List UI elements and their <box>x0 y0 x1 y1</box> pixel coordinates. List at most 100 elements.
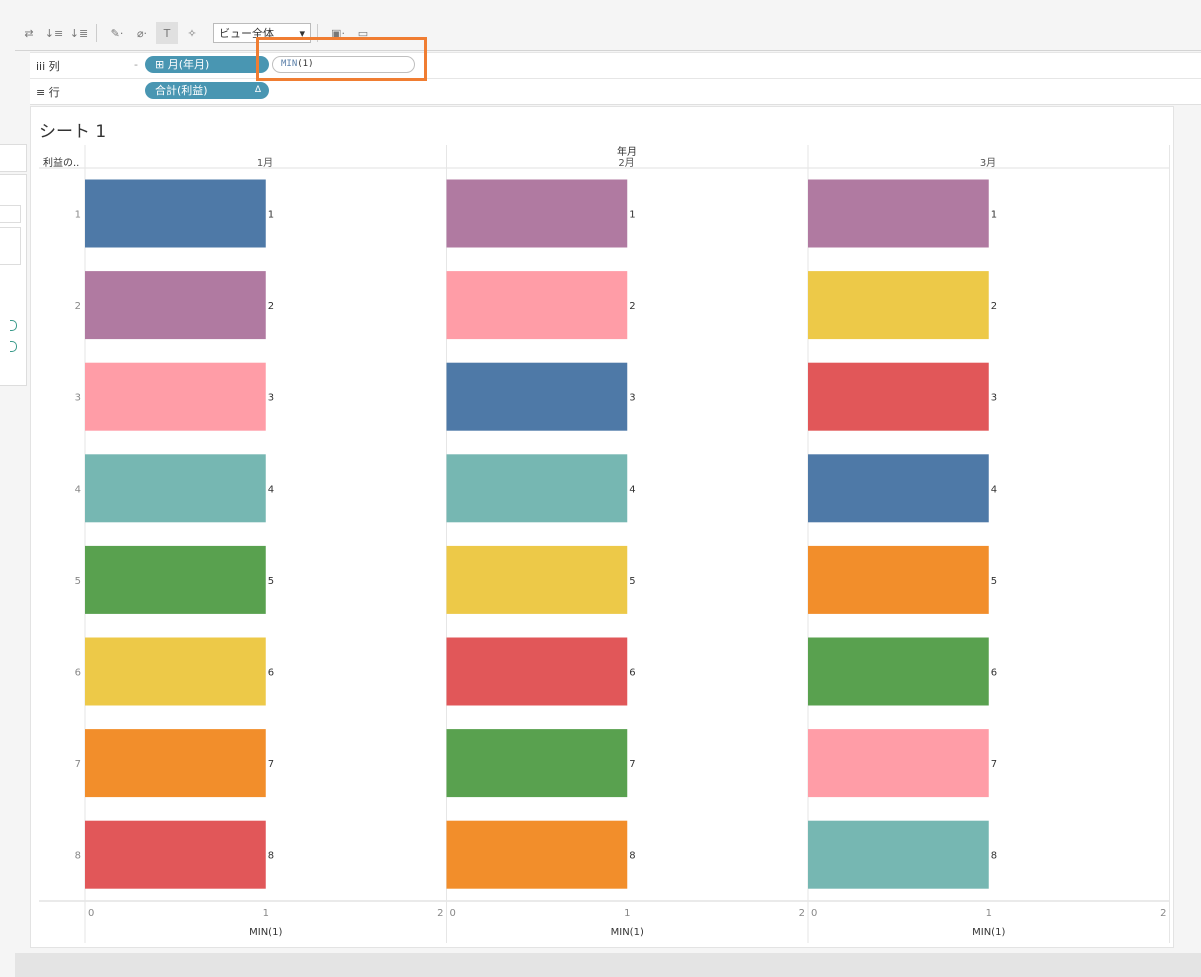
min-pill-func: MIN <box>281 59 298 69</box>
x-axis-title: MIN(1) <box>249 927 282 938</box>
pin-icon[interactable]: ✧ <box>187 26 197 40</box>
data-label: 5 <box>268 576 274 587</box>
data-label: 3 <box>629 393 635 404</box>
data-label: 3 <box>991 393 997 404</box>
bar <box>85 179 266 248</box>
panel-header: 3月 <box>980 157 996 169</box>
worksheet: シート 1 年月 利益の.. 1月 2月 3月 1 2 3 4 5 6 7 8 1 2 3 4 5 6 7 8 1 2 3 4 5… <box>30 106 1174 948</box>
row-label: 4 <box>75 484 81 495</box>
text-label-icon[interactable]: T <box>156 22 178 44</box>
highlight-box <box>256 37 427 81</box>
x-tick-label: 2 <box>799 908 805 919</box>
delta-icon: Δ <box>254 85 261 95</box>
bar <box>808 179 989 248</box>
profit-pill-label: 合計(利益) <box>155 84 208 97</box>
toolbar-divider <box>96 24 97 42</box>
x-tick-label: 1 <box>624 908 630 919</box>
left-panel-marks-card <box>0 174 27 386</box>
sheet-title: シート 1 <box>39 122 107 142</box>
tooltip-icon[interactable]: ▭ <box>357 26 369 40</box>
right-edge <box>1178 106 1201 956</box>
data-label: 7 <box>991 759 997 770</box>
month-pill[interactable]: ⊞ 月(年月) <box>145 56 269 73</box>
x-tick-label: 2 <box>1160 908 1166 919</box>
bar <box>446 545 628 614</box>
x-axis-title: MIN(1) <box>972 927 1005 938</box>
bar <box>808 820 989 889</box>
rows-shelf: ≡ 行 合計(利益) Δ <box>30 78 1201 105</box>
bar <box>446 729 628 798</box>
data-label: 7 <box>629 759 635 770</box>
columns-shelf: iii 列 - ⊞ 月(年月) MIN(1) <box>30 52 1201 79</box>
row-label: 7 <box>75 759 81 770</box>
swap-icon[interactable]: ⇄ <box>24 26 34 40</box>
clip-icon[interactable]: ⌀· <box>136 26 148 40</box>
x-tick-label: 0 <box>811 908 817 919</box>
data-label: 8 <box>629 851 635 862</box>
x-axis-title: MIN(1) <box>611 927 644 938</box>
fit-icon[interactable]: ▣· <box>331 26 345 40</box>
bar <box>446 454 628 523</box>
data-label: 4 <box>268 484 274 495</box>
data-label: 4 <box>991 484 997 495</box>
x-tick-label: 0 <box>88 908 94 919</box>
columns-shelf-menu-icon[interactable]: - <box>134 58 138 71</box>
bar <box>85 545 266 614</box>
marks-field-icon[interactable] <box>10 320 17 331</box>
min-pill[interactable]: MIN(1) <box>272 56 415 73</box>
data-label: 8 <box>268 851 274 862</box>
column-header: 年月 <box>617 145 637 158</box>
data-label: 1 <box>629 210 635 221</box>
data-label: 6 <box>629 668 635 679</box>
bar <box>808 362 989 431</box>
row-label: 1 <box>75 210 81 221</box>
view-fit-dropdown[interactable]: ビュー全体 ▾ <box>213 23 311 43</box>
bar <box>446 637 628 706</box>
highlight-pen-icon[interactable]: ✎· <box>110 26 124 40</box>
bar <box>446 820 628 889</box>
data-label: 2 <box>991 301 997 312</box>
x-tick-label: 0 <box>450 908 456 919</box>
toolbar-divider <box>317 24 318 42</box>
bar <box>85 362 266 431</box>
bar <box>808 637 989 706</box>
data-label: 1 <box>991 210 997 221</box>
bar <box>85 729 266 798</box>
x-tick-label: 1 <box>263 908 269 919</box>
bar <box>85 820 266 889</box>
sort-desc-icon[interactable]: ↓≣ <box>69 26 89 40</box>
bar <box>85 271 266 340</box>
data-label: 6 <box>268 668 274 679</box>
left-panel-field[interactable] <box>0 205 21 223</box>
data-label: 2 <box>268 301 274 312</box>
sort-asc-icon[interactable]: ↓≡ <box>44 26 64 40</box>
bar <box>808 729 989 798</box>
bar <box>85 454 266 523</box>
data-label: 5 <box>629 576 635 587</box>
bar <box>808 545 989 614</box>
data-label: 7 <box>268 759 274 770</box>
bar <box>808 271 989 340</box>
data-label: 4 <box>629 484 635 495</box>
rows-shelf-label: ≡ 行 <box>36 86 60 99</box>
row-label: 3 <box>75 393 81 404</box>
left-panel-box <box>0 144 27 172</box>
row-label: 2 <box>75 301 81 312</box>
x-tick-label: 1 <box>986 908 992 919</box>
left-panel-field[interactable] <box>0 227 21 265</box>
data-label: 1 <box>268 210 274 221</box>
row-label: 8 <box>75 851 81 862</box>
x-tick-label: 2 <box>437 908 443 919</box>
marks-field-icon[interactable] <box>10 341 17 352</box>
chevron-down-icon: ▾ <box>299 26 305 40</box>
bar <box>446 179 628 248</box>
columns-shelf-label: iii 列 <box>36 60 60 73</box>
horizontal-scrollbar[interactable] <box>15 953 1201 977</box>
bar <box>446 271 628 340</box>
profit-pill[interactable]: 合計(利益) Δ <box>145 82 269 99</box>
data-label: 6 <box>991 668 997 679</box>
toolbar: ⇄ ↓≡ ↓≣ ✎· ⌀· T ✧ ビュー全体 ▾ ▣· ▭ <box>15 16 1201 51</box>
view-fit-value: ビュー全体 <box>219 27 274 40</box>
panel-header: 1月 <box>257 157 273 169</box>
row-label: 6 <box>75 668 81 679</box>
